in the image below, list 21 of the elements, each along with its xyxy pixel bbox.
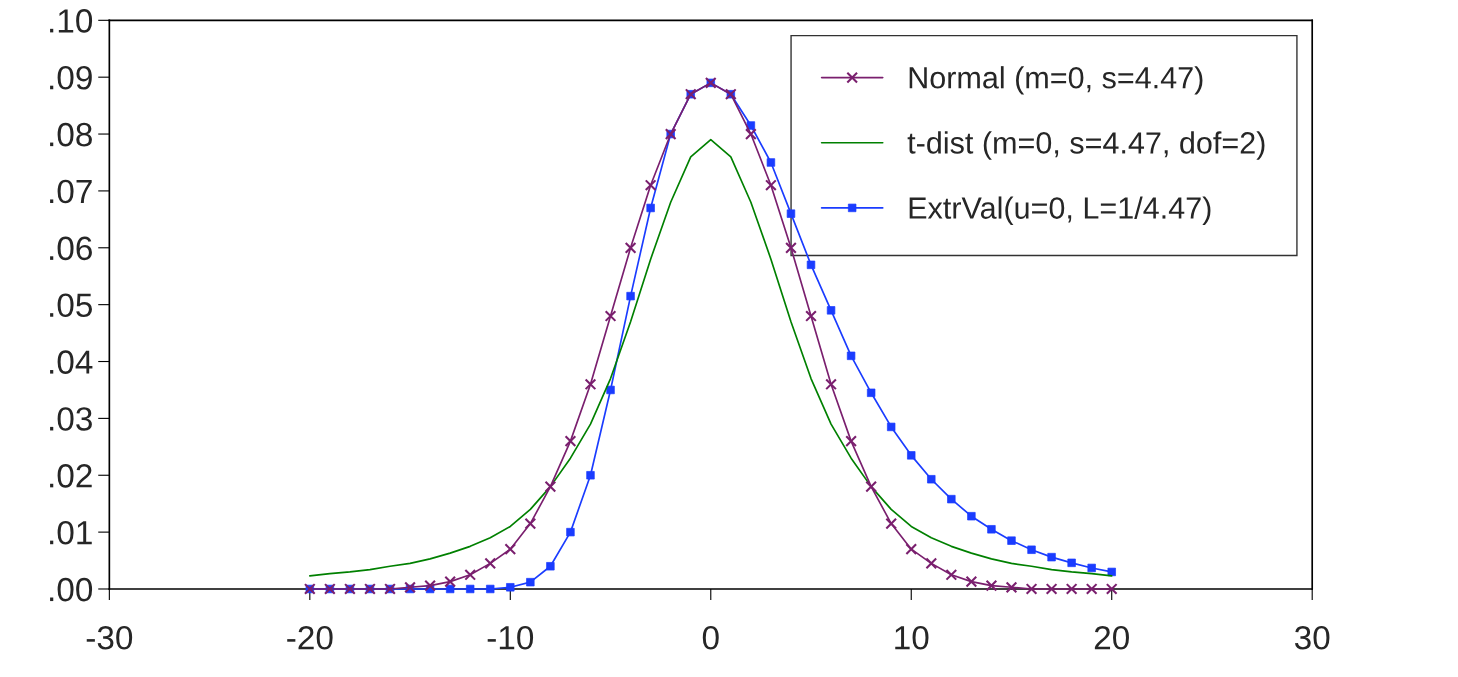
x-tick-label: -20: [287, 625, 333, 650]
y-tick-label: .07: [50, 179, 92, 204]
x-tick-label: 10: [895, 625, 929, 650]
y-tick-label: .02: [50, 464, 92, 488]
y-tick-label: .01: [50, 520, 92, 545]
y-tick-label: .10: [50, 9, 93, 33]
x-tick-label: 20: [1094, 625, 1129, 650]
y-tick-label: .04: [50, 350, 93, 374]
x-tick-label: -30: [86, 625, 133, 650]
x-tick-label: 30: [1294, 625, 1330, 650]
y-tick-label: .03: [50, 407, 92, 431]
legend-label: Normal (m=0, s=4.47): [909, 66, 1203, 95]
y-tick-label: .00: [50, 577, 93, 602]
x-tick-label: -10: [487, 625, 534, 650]
legend-label: t-dist (m=0, s=4.47, dof=2): [907, 131, 1265, 160]
y-tick-label: .06: [50, 236, 92, 261]
y-tick-label: .05: [50, 293, 92, 318]
legend-label: ExtrVal(u=0, L=1/4.47): [909, 196, 1211, 225]
y-tick-label: .09: [50, 65, 92, 90]
x-tick-label: 0: [702, 625, 719, 650]
y-tick-label: .08: [50, 122, 92, 147]
